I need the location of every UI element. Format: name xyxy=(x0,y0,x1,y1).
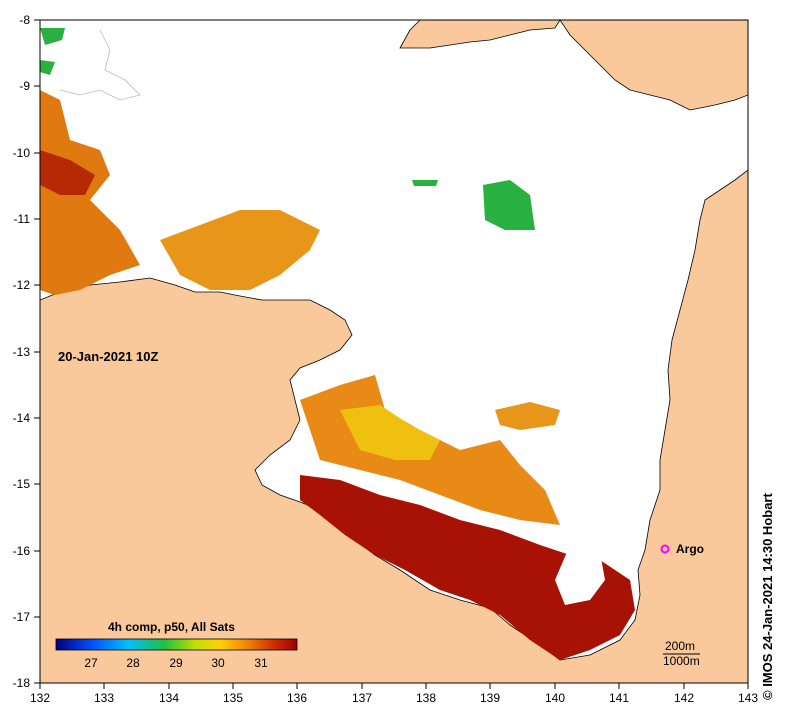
colorbar-tick: 29 xyxy=(169,656,183,670)
date-label: 20-Jan-2021 10Z xyxy=(58,349,159,364)
x-tick-label: 135 xyxy=(223,691,243,705)
x-tick-label: 134 xyxy=(159,691,179,705)
colorbar-tick: 31 xyxy=(254,656,268,670)
y-tick-label: -9 xyxy=(19,79,30,93)
land-new-guinea xyxy=(399,20,561,49)
colorbar: 4h comp, p50, All Sats 27 28 29 30 31 xyxy=(55,620,298,670)
y-tick-label: -12 xyxy=(13,278,31,292)
sst-patch-gulf-yellow xyxy=(340,405,440,460)
x-tick-label: 136 xyxy=(287,691,307,705)
argo-label: Argo xyxy=(676,542,704,556)
scale-label-1000m: 1000m xyxy=(663,654,700,668)
x-tick-label: 137 xyxy=(352,691,372,705)
colorbar-tick: 28 xyxy=(126,656,140,670)
sst-patch-ne xyxy=(495,402,560,430)
sst-patch-north xyxy=(160,210,320,290)
x-tick-label: 141 xyxy=(609,691,629,705)
y-tick-label: -8 xyxy=(19,13,30,27)
y-tick-label: -11 xyxy=(14,212,31,226)
x-tick-label: 143 xyxy=(738,691,758,705)
y-tick-label: -10 xyxy=(13,146,31,160)
land-cape-york xyxy=(559,20,748,111)
x-tick-label: 138 xyxy=(416,691,436,705)
land-northern-territory xyxy=(40,169,748,683)
sst-gap xyxy=(555,545,605,605)
y-tick-label: -14 xyxy=(13,411,31,425)
x-tick-label: 140 xyxy=(545,691,565,705)
y-tick-label: -17 xyxy=(13,610,31,624)
scale-label-200m: 200m xyxy=(665,639,695,653)
x-tick-label: 142 xyxy=(674,691,694,705)
colorbar-tick: 27 xyxy=(84,656,98,670)
sst-patch-nw xyxy=(40,90,140,295)
y-tick-label: -13 xyxy=(13,345,31,359)
y-tick-label: -15 xyxy=(13,477,31,491)
colorbar-gradient xyxy=(55,638,298,651)
sst-patch-gulf-dark xyxy=(300,475,635,660)
x-tick-label: 132 xyxy=(30,691,50,705)
argo-marker: Argo xyxy=(660,542,704,556)
x-tick-label: 139 xyxy=(480,691,500,705)
y-tick-label: -16 xyxy=(13,544,31,558)
land-island-nw xyxy=(59,29,141,101)
colorbar-title: 4h comp, p50, All Sats xyxy=(108,620,235,634)
credit-text: © IMOS 24-Jan-2021 14:30 Hobart xyxy=(760,493,775,700)
x-axis: 132 133 134 135 136 137 138 139 140 141 … xyxy=(30,683,758,705)
y-tick-label: -18 xyxy=(13,676,31,690)
sst-patch-nw-dark xyxy=(40,150,95,195)
x-tick-label: 133 xyxy=(94,691,114,705)
colorbar-tick: 30 xyxy=(211,656,225,670)
argo-marker-icon xyxy=(660,544,670,554)
sst-patch-green-1 xyxy=(483,180,535,230)
y-axis: -8 -9 -10 -11 -12 -13 -14 -15 -16 -17 -1… xyxy=(13,13,40,690)
